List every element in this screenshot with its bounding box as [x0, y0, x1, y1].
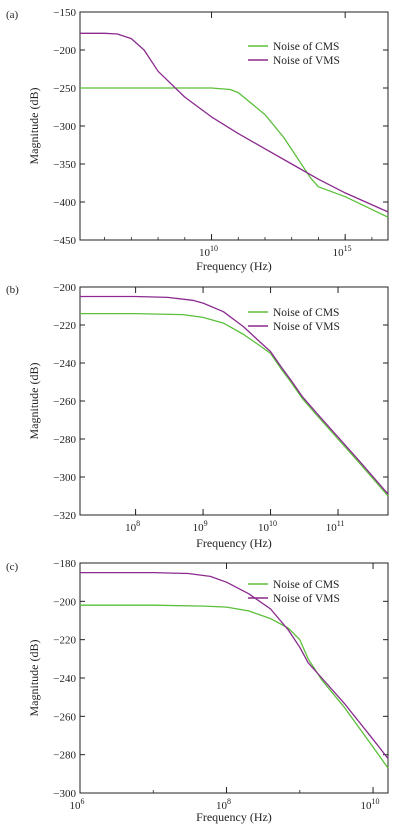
panel-label: (c)	[6, 561, 19, 573]
x-tick-label: 1011	[326, 519, 345, 534]
legend-label: Noise of CMS	[273, 307, 339, 319]
x-tick-label: 1010	[258, 519, 277, 534]
plot-frame	[79, 11, 389, 241]
y-tick-label: −300	[53, 472, 76, 484]
y-tick-label: −240	[53, 358, 76, 370]
y-tick-label: −200	[53, 282, 76, 294]
legend-label: Noise of VMS	[273, 321, 340, 333]
series-line-cms	[80, 87, 389, 218]
y-tick-label: −300	[53, 788, 76, 800]
x-tick-label: 1015	[333, 244, 352, 259]
y-tick-label: −320	[53, 510, 76, 522]
x-tick-label: 108	[125, 519, 140, 534]
y-tick-label: −250	[53, 83, 76, 95]
panel-label: (b)	[6, 284, 19, 296]
series-line-cms	[80, 604, 389, 769]
y-tick-label: −260	[53, 396, 76, 408]
chart-panel-2: (b) −200 −220 −240 −260 −280 −300 −320 108 109 101…	[6, 282, 389, 550]
legend-label: Noise of CMS	[273, 41, 339, 53]
series-line-vms	[80, 571, 389, 759]
series-line-vms	[80, 32, 389, 213]
series-line-vms	[80, 295, 389, 495]
plot-frame	[79, 286, 389, 516]
x-tick-label: 1010	[361, 797, 380, 812]
y-axis-label: Magnitude (dB)	[27, 88, 41, 165]
y-tick-label: −350	[53, 159, 76, 171]
y-tick-label: −150	[53, 7, 76, 19]
x-tick-label: 1010	[199, 244, 218, 259]
y-tick-label: −450	[53, 235, 76, 247]
y-tick-label: −220	[53, 635, 76, 647]
y-axis-label: Magnitude (dB)	[27, 363, 41, 440]
y-tick-label: −400	[53, 197, 76, 209]
x-axis-label: Frequency (Hz)	[196, 536, 272, 550]
x-tick-label: 109	[193, 519, 208, 534]
x-axis-label: Frequency (Hz)	[196, 259, 272, 273]
panel-label: (a)	[6, 9, 19, 21]
plot-frame	[79, 562, 389, 794]
y-tick-label: −260	[53, 711, 76, 723]
y-tick-label: −200	[53, 45, 76, 57]
y-tick-label: −240	[53, 673, 76, 685]
y-tick-label: −280	[53, 750, 76, 762]
y-tick-label: −300	[53, 121, 76, 133]
chart-panel-1: (a) −150 −200 −250 −300 −350 −400 −450 1010 1015 F…	[6, 7, 389, 273]
legend-label: Noise of VMS	[273, 55, 340, 67]
series-line-cms	[80, 312, 389, 497]
y-tick-label: −200	[53, 596, 76, 608]
x-axis-label: Frequency (Hz)	[196, 810, 272, 824]
y-tick-label: −220	[53, 320, 76, 332]
y-tick-label: −280	[53, 434, 76, 446]
x-tick-label: 106	[70, 797, 85, 812]
y-axis-label: Magnitude (dB)	[27, 640, 41, 717]
legend-label: Noise of CMS	[273, 579, 339, 591]
legend-label: Noise of VMS	[273, 593, 340, 605]
y-tick-label: −180	[53, 558, 76, 570]
